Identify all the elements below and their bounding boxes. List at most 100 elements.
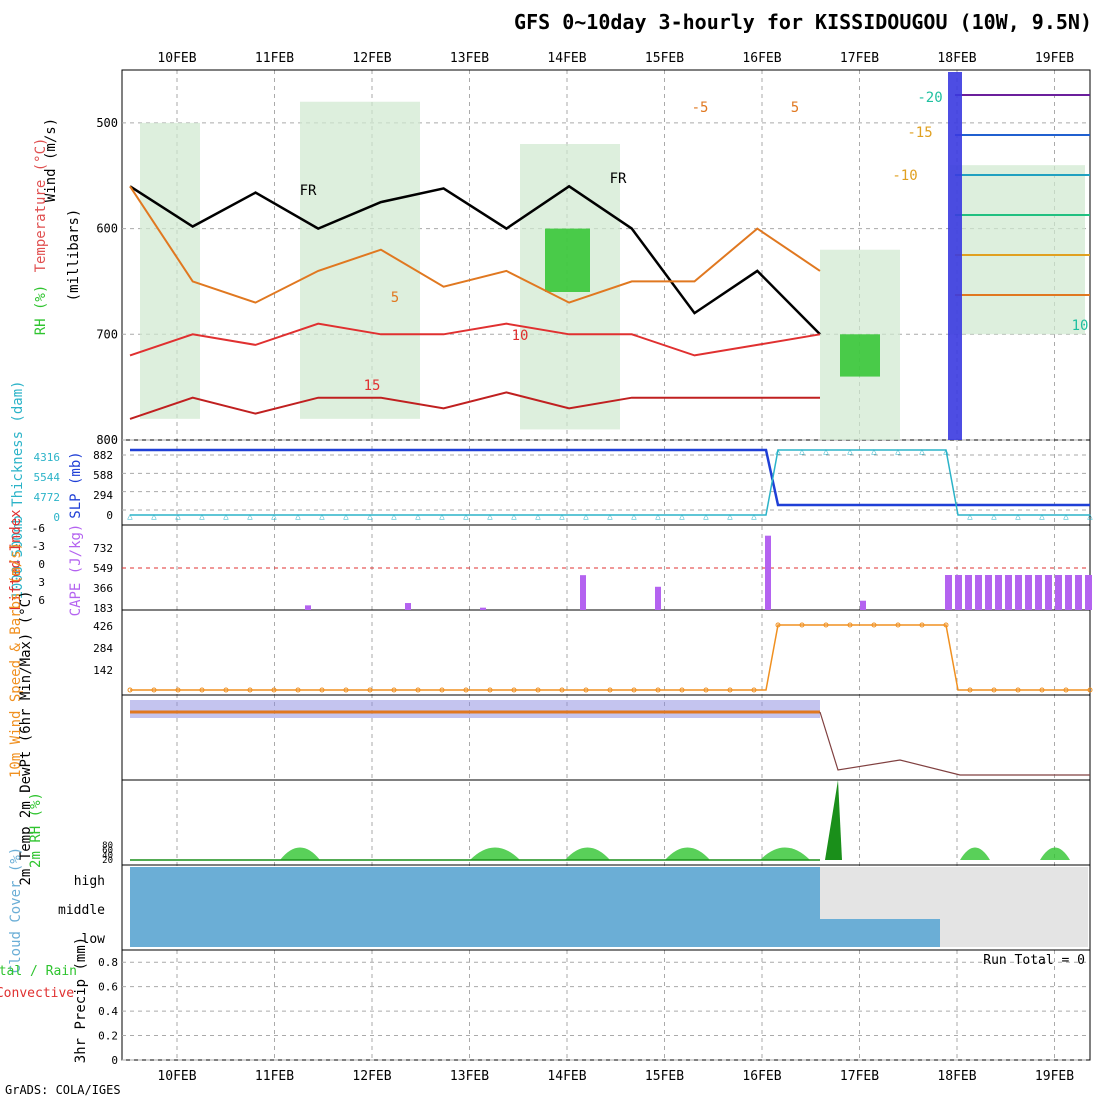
contour-FR xyxy=(129,184,821,336)
thickness-marker: △ xyxy=(823,447,829,457)
ylabel-temp2m: 2m Temp 2m DewPt (6hr Min/Max) (°C) xyxy=(18,590,34,885)
thickness-marker: △ xyxy=(463,512,469,522)
thickness-marker: △ xyxy=(151,512,157,522)
thickness-marker: △ xyxy=(175,512,181,522)
thickness-marker: △ xyxy=(631,512,637,522)
cape-bar xyxy=(655,586,661,610)
thickness-marker: △ xyxy=(1063,512,1069,522)
slp-tick: 0 xyxy=(106,509,113,522)
thickness-marker: △ xyxy=(247,512,253,522)
date-label-top: 17FEB xyxy=(840,51,879,66)
panel-frame-wind xyxy=(121,609,1091,696)
cloud-cover-low xyxy=(820,919,940,947)
panel-frame-rh xyxy=(121,779,1091,866)
thickness-marker: △ xyxy=(799,447,805,457)
cape-bar xyxy=(1015,575,1022,610)
cape-bar xyxy=(985,575,992,610)
chart-title: GFS 0~10day 3-hourly for KISSIDOUGOU (10… xyxy=(514,10,1092,34)
contour-label: 15 xyxy=(364,378,381,394)
wind-speed-marker xyxy=(487,687,493,693)
wind-speed-marker xyxy=(847,622,853,628)
cape-bar xyxy=(765,535,771,610)
cape-bar xyxy=(860,600,866,610)
thickness-marker: △ xyxy=(679,512,685,522)
date-label-bottom: 16FEB xyxy=(742,1069,781,1084)
ylabel-cloud: Cloud Cover (%) xyxy=(8,847,24,973)
thickness-marker: △ xyxy=(991,512,997,522)
thickness-tick: 5544 xyxy=(34,471,61,484)
credit-label: GrADS: COLA/IGES xyxy=(5,1083,121,1097)
thickness-marker: △ xyxy=(1015,512,1021,522)
cape-bar xyxy=(305,605,311,610)
contour-label: 5 xyxy=(791,100,799,116)
wind-speed-marker xyxy=(607,687,613,693)
date-label-bottom: 13FEB xyxy=(450,1069,489,1084)
precip-label-convective: Convective xyxy=(0,986,74,1001)
ylabel-slp: SLP (mb) xyxy=(68,451,84,518)
rh-area xyxy=(1040,847,1070,860)
wind-speed-marker xyxy=(727,687,733,693)
rh-tick: 80 xyxy=(102,841,113,851)
wind-speed-marker xyxy=(271,687,277,693)
wind-tick: 142 xyxy=(93,664,113,677)
pressure-tick: 700 xyxy=(96,327,118,341)
precip-tick: 0.2 xyxy=(98,1030,118,1043)
pressure-tick: 500 xyxy=(96,116,118,130)
cape-bar xyxy=(480,607,486,610)
ylabel-temperature: Temperature (°C) xyxy=(33,138,49,273)
ylabel-millibars: (millibars) xyxy=(66,209,82,302)
precip-tick: 0 xyxy=(111,1054,118,1067)
thickness-marker: △ xyxy=(655,512,661,522)
ylabel-wind: Wind (m/s) xyxy=(43,118,59,202)
thickness-marker: △ xyxy=(727,512,733,522)
wind-speed-marker xyxy=(1087,687,1093,693)
thickness-marker: △ xyxy=(775,447,781,457)
thickness-marker: △ xyxy=(319,512,325,522)
contour-label: 5 xyxy=(391,290,399,306)
wind-speed-marker xyxy=(175,687,181,693)
rh-shade xyxy=(300,101,420,419)
date-label-bottom: 12FEB xyxy=(352,1069,391,1084)
thickness-marker: △ xyxy=(487,512,493,522)
rh-area xyxy=(960,847,990,860)
wind-speed-marker xyxy=(751,687,757,693)
thickness-marker: △ xyxy=(583,512,589,522)
thickness-marker: △ xyxy=(1039,512,1045,522)
wind-speed-marker xyxy=(535,687,541,693)
wind-speed-marker xyxy=(943,622,949,628)
wind-speed-marker xyxy=(655,687,661,693)
contour-label: FR xyxy=(300,183,317,199)
wind-speed-marker xyxy=(199,687,205,693)
thickness-marker: △ xyxy=(535,512,541,522)
ylabel-cape: CAPE (J/kg) xyxy=(68,524,84,617)
date-label-bottom: 14FEB xyxy=(547,1069,586,1084)
thickness-tick: 4316 xyxy=(34,451,61,464)
date-label-top: 15FEB xyxy=(645,51,684,66)
precip-tick: 0.8 xyxy=(98,956,118,969)
wind-speed-marker xyxy=(247,687,253,693)
cape-bar xyxy=(1075,575,1082,610)
slp-line xyxy=(130,448,1090,507)
rh-spike xyxy=(825,780,842,860)
cape-tick: 366 xyxy=(93,582,113,595)
precip-tick: 0.6 xyxy=(98,981,118,994)
thickness-marker: △ xyxy=(343,512,349,522)
date-label-top: 10FEB xyxy=(157,51,196,66)
thickness-marker: △ xyxy=(391,512,397,522)
cape-bar xyxy=(1005,575,1012,610)
wind-speed-marker xyxy=(775,622,781,628)
li-tick: -6 xyxy=(32,522,45,535)
date-label-bottom: 18FEB xyxy=(937,1069,976,1084)
wind-speed-marker xyxy=(151,687,157,693)
wind-speed-marker xyxy=(439,687,445,693)
thickness-marker: △ xyxy=(199,512,205,522)
thickness-marker: △ xyxy=(703,512,709,522)
date-label-top: 11FEB xyxy=(255,51,294,66)
wind-speed-marker xyxy=(679,687,685,693)
cloud-level-low: low xyxy=(82,932,106,947)
date-label-bottom: 17FEB xyxy=(840,1069,879,1084)
wind-speed-marker xyxy=(823,622,829,628)
cape-bar xyxy=(945,575,952,610)
contour-label: 10 xyxy=(1072,318,1089,334)
